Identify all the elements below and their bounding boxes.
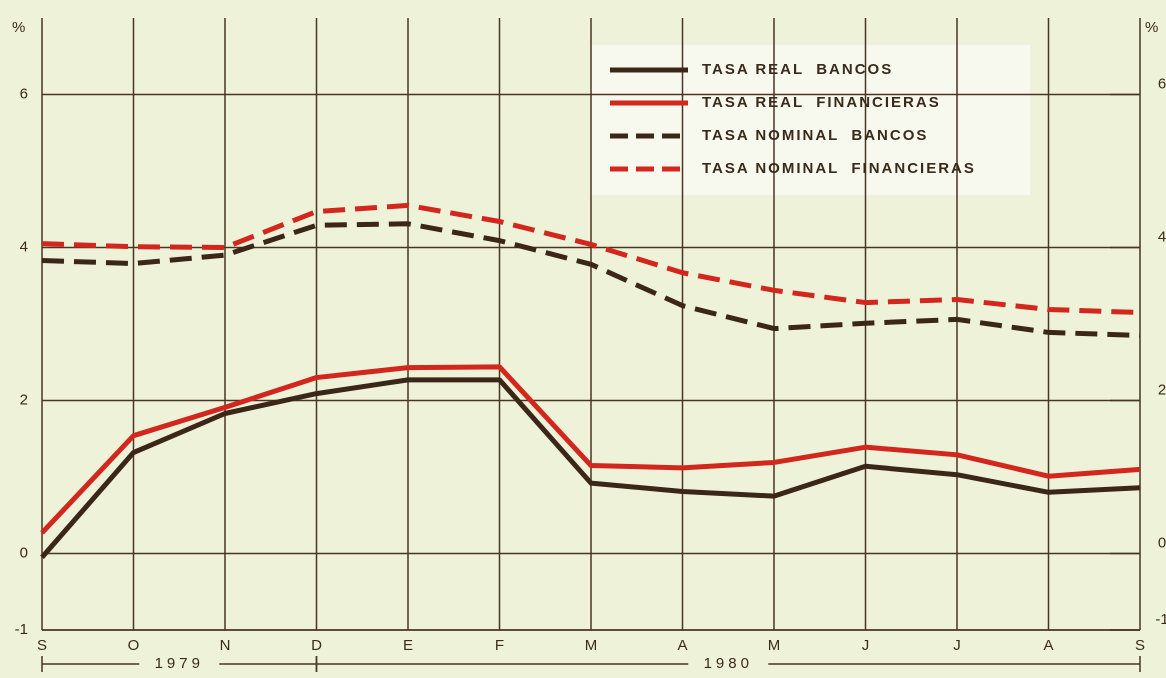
- x-tick-label: M: [768, 637, 781, 654]
- legend-label: TASA REAL FINANCIERAS: [702, 94, 941, 111]
- y2-tick-label: 4: [1158, 228, 1166, 245]
- x-tick-label: A: [677, 637, 687, 654]
- x-tick-label: A: [1043, 637, 1053, 654]
- series-line: [40, 364, 1141, 535]
- y2-axis-label: %: [1145, 19, 1158, 36]
- x-tick-label: E: [403, 637, 413, 654]
- y2-tick-label: 0: [1158, 534, 1166, 551]
- legend-label: TASA REAL BANCOS: [702, 61, 893, 78]
- legend-label: TASA NOMINAL FINANCIERAS: [702, 160, 976, 177]
- series-line: [40, 377, 1141, 559]
- legend-label: TASA NOMINAL BANCOS: [702, 127, 928, 144]
- x-tick-label: N: [220, 637, 231, 654]
- year-label: 1980: [704, 655, 753, 672]
- series-line: [41, 221, 1141, 338]
- y-axis-label: %: [12, 19, 25, 36]
- y-tick-label: 4: [20, 238, 28, 255]
- x-tick-label: S: [37, 637, 47, 654]
- y-tick-label: 6: [20, 85, 28, 102]
- x-tick-label: M: [585, 637, 598, 654]
- y-tick-label: 0: [20, 544, 28, 561]
- x-tick-label: J: [953, 637, 961, 654]
- y2-tick-label: 6: [1158, 75, 1166, 92]
- x-tick-label: F: [495, 637, 504, 654]
- y2-tick-label: -1: [1155, 611, 1166, 628]
- x-tick-label: D: [311, 637, 322, 654]
- x-tick-label: S: [1135, 637, 1145, 654]
- x-tick-label: O: [128, 637, 140, 654]
- x-tick-label: J: [862, 637, 870, 654]
- y-tick-label: -1: [15, 621, 28, 638]
- y2-tick-label: 2: [1158, 381, 1166, 398]
- y-tick-label: 2: [20, 391, 28, 408]
- series-line: [41, 202, 1141, 316]
- year-label: 1979: [155, 655, 204, 672]
